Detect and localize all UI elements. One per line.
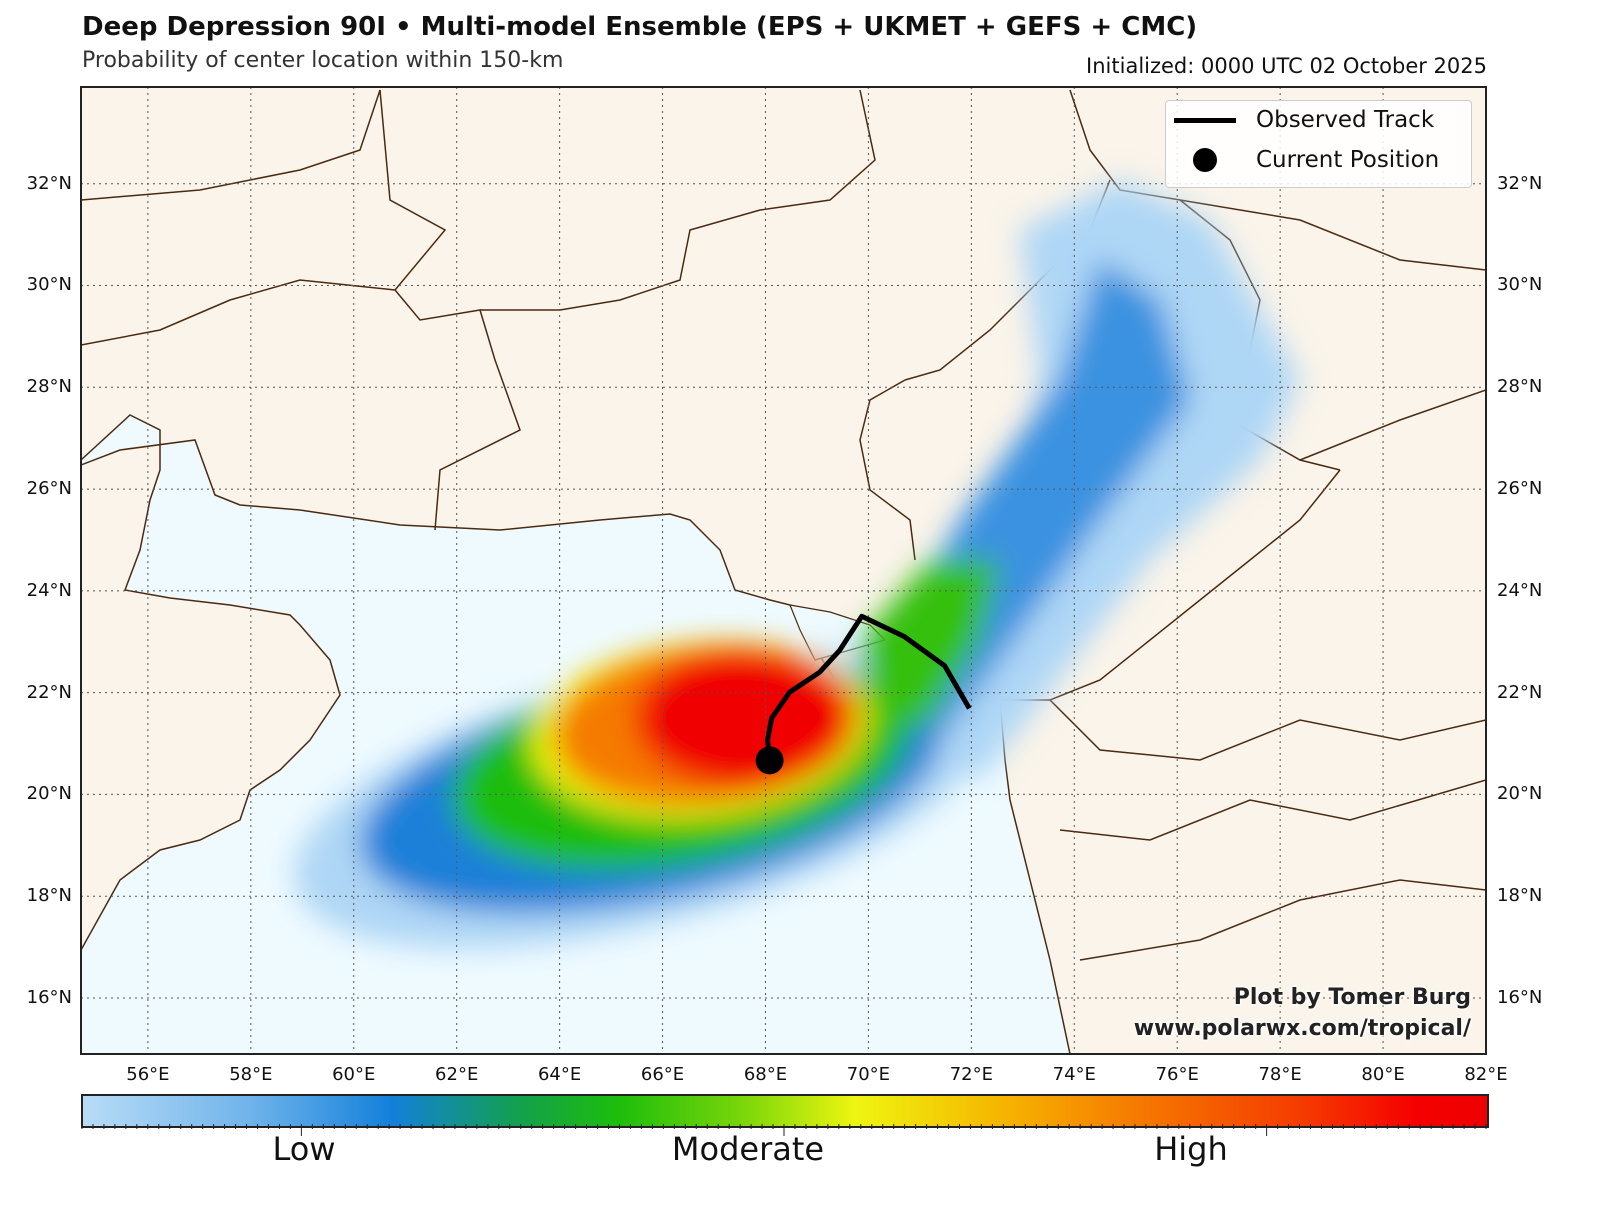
track-line-icon: [1174, 117, 1236, 123]
country-borders: [81, 89, 1486, 961]
legend: Observed Track Current Position: [1165, 100, 1472, 188]
lon-tick-label: 72°E: [949, 1064, 993, 1085]
position-dot-icon: [1193, 148, 1217, 172]
lat-tick-label-right: 20°N: [1497, 783, 1543, 805]
lat-tick-label-right: 28°N: [1497, 376, 1543, 398]
lon-tick-label: 64°E: [537, 1064, 582, 1085]
lon-tick-label: 76°E: [1155, 1064, 1199, 1085]
lat-tick-label-left: 24°N: [26, 579, 72, 601]
plot-frame: [80, 86, 1487, 1055]
colorbar-label-moderate: Moderate: [671, 1130, 825, 1168]
lat-tick-label-left: 22°N: [26, 681, 72, 703]
lon-tick-label: 80°E: [1361, 1064, 1405, 1085]
attribution-url: www.polarwx.com/tropical/: [1133, 1016, 1471, 1041]
legend-label-track: Observed Track: [1256, 107, 1435, 133]
initialized-time: Initialized: 0000 UTC 02 October 2025: [1086, 54, 1487, 78]
lon-tick-label: 60°E: [332, 1064, 376, 1085]
track-layer: [755, 613, 972, 775]
colorbar-label-high: High: [1154, 1130, 1228, 1168]
colorbar-label-low: Low: [272, 1130, 336, 1168]
map-title: Deep Depression 90I • Multi-model Ensemb…: [82, 12, 1198, 42]
attribution-author: Plot by Tomer Burg: [1233, 985, 1471, 1010]
lat-tick-label-right: 32°N: [1497, 172, 1543, 194]
legend-item-position: Current Position: [1174, 147, 1439, 173]
lon-tick-label: 70°E: [846, 1064, 891, 1085]
lon-tick-label: 74°E: [1052, 1064, 1096, 1085]
legend-item-track: Observed Track: [1174, 107, 1434, 133]
colorbar: [81, 1094, 1489, 1128]
colorbar-ticks: [81, 1124, 1487, 1136]
lat-tick-label-left: 16°N: [26, 987, 72, 1009]
lon-tick-label: 58°E: [229, 1064, 273, 1085]
lon-tick-label: 66°E: [640, 1064, 685, 1085]
observed-track-line: [765, 613, 972, 761]
lat-tick-label-right: 22°N: [1497, 681, 1543, 703]
lat-tick-label-left: 18°N: [26, 885, 72, 907]
current-position-marker: [755, 746, 784, 775]
lat-tick-label-left: 30°N: [26, 274, 72, 296]
lon-tick-label: 78°E: [1258, 1064, 1302, 1085]
lat-tick-label-right: 26°N: [1497, 478, 1543, 500]
lon-tick-label: 68°E: [743, 1064, 788, 1085]
lat-tick-label-left: 20°N: [26, 783, 72, 805]
lat-tick-label-left: 26°N: [26, 478, 72, 500]
lat-tick-label-right: 24°N: [1497, 579, 1543, 601]
lat-tick-label-left: 28°N: [26, 376, 72, 398]
legend-label-position: Current Position: [1256, 147, 1440, 173]
lat-tick-label-right: 16°N: [1497, 987, 1543, 1009]
lon-tick-label: 56°E: [126, 1064, 170, 1085]
lat-tick-label-right: 18°N: [1497, 885, 1543, 907]
lat-tick-label-right: 30°N: [1497, 274, 1543, 296]
probability-shading: [294, 180, 1300, 949]
lat-tick-label-left: 32°N: [26, 172, 72, 194]
lon-tick-label: 62°E: [435, 1064, 479, 1085]
map-subtitle: Probability of center location within 15…: [82, 48, 564, 73]
lon-tick-label: 82°E: [1464, 1064, 1508, 1085]
